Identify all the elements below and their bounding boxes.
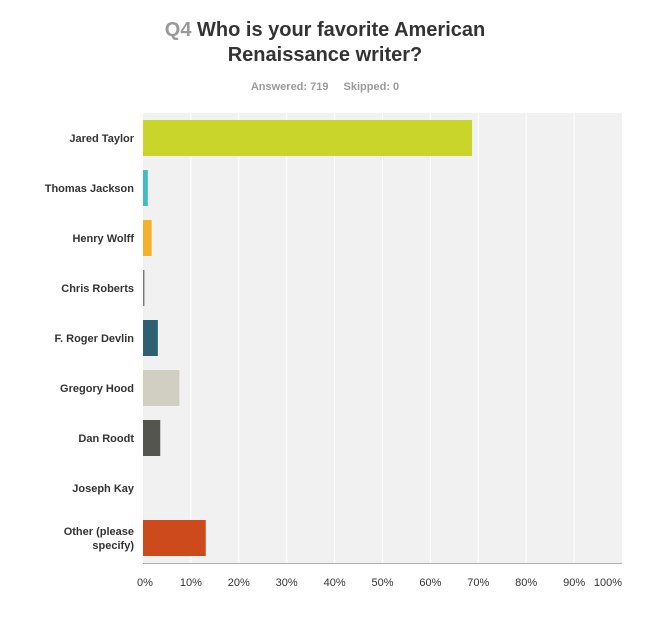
category-label: Henry Wolff bbox=[72, 233, 134, 245]
skipped-count: Skipped: 0 bbox=[343, 81, 400, 93]
category-label: F. Roger Devlin bbox=[55, 333, 135, 345]
x-tick-label: 90% bbox=[563, 577, 585, 589]
category-label: Jared Taylor bbox=[69, 133, 134, 145]
x-tick-label: 20% bbox=[228, 577, 250, 589]
title-line-1: Q4 Who is your favorite American bbox=[0, 18, 650, 43]
category-label: Dan Roodt bbox=[78, 433, 134, 445]
x-tick-label: 100% bbox=[594, 577, 622, 589]
bar bbox=[143, 120, 473, 156]
x-tick-label: 70% bbox=[467, 577, 489, 589]
x-tick-label: 50% bbox=[371, 577, 393, 589]
x-tick-label: 10% bbox=[180, 577, 202, 589]
category-label: Other (please bbox=[64, 526, 134, 538]
bar bbox=[143, 370, 180, 406]
x-tick-label: 30% bbox=[276, 577, 298, 589]
bar bbox=[143, 270, 145, 306]
chart-title: Q4 Who is your favorite American Renaiss… bbox=[0, 18, 650, 68]
gridlines bbox=[143, 113, 622, 564]
bar bbox=[143, 320, 158, 356]
category-label: Joseph Kay bbox=[72, 483, 135, 495]
x-tick-label: 60% bbox=[419, 577, 441, 589]
response-summary: Answered: 719 Skipped: 0 bbox=[0, 81, 650, 93]
x-tick-label: 0% bbox=[137, 577, 153, 589]
category-label: Chris Roberts bbox=[61, 283, 134, 295]
x-tick-label: 40% bbox=[324, 577, 346, 589]
title-text-line-1: Who is your favorite American bbox=[197, 19, 486, 41]
bar bbox=[143, 220, 152, 256]
bar bbox=[143, 420, 161, 456]
bar bbox=[143, 520, 206, 556]
category-label: Gregory Hood bbox=[60, 383, 134, 395]
category-label: specify) bbox=[92, 540, 134, 552]
bars bbox=[143, 120, 473, 556]
x-tick-label: 80% bbox=[515, 577, 537, 589]
x-tick-labels: 0% 10% 20% 30% 40% 50% 60% 70% 80% 90% 100% bbox=[137, 577, 622, 589]
bar bbox=[143, 170, 148, 206]
title-line-2: Renaissance writer? bbox=[227, 44, 423, 66]
category-labels: Jared Taylor Thomas Jackson Henry Wolff Chr… bbox=[45, 133, 135, 552]
question-number: Q4 bbox=[164, 19, 192, 41]
category-label: Thomas Jackson bbox=[45, 183, 135, 195]
answered-count: Answered: 719 bbox=[250, 81, 329, 93]
